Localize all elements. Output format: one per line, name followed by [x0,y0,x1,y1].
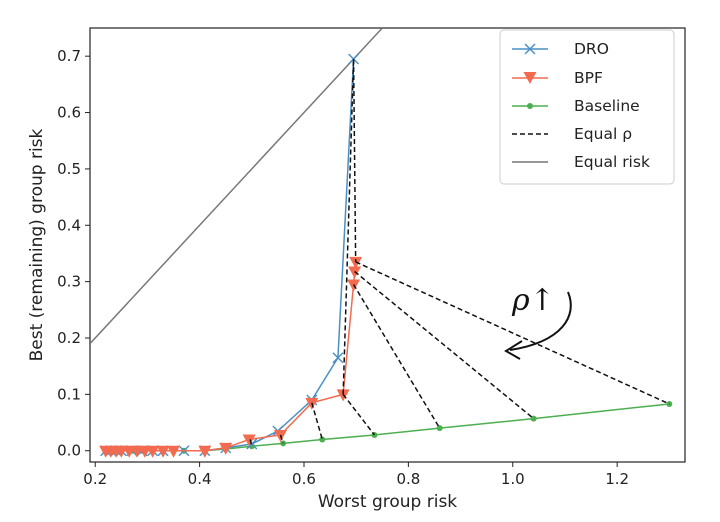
dro-point [332,352,344,364]
dot-marker-icon [527,103,533,109]
equal-rho-segment [352,284,441,429]
bpf-point [198,445,212,458]
equal-rho-segment [352,58,357,262]
x-tick-label: 0.4 [188,470,212,488]
baseline-point [530,415,537,422]
x-axis-label: Worst group risk [318,492,457,512]
y-tick-label: 0.2 [57,329,81,347]
legend-label-baseline: Baseline [574,97,640,115]
rho-increase-label: ρ↑ [511,283,555,318]
baseline-line [105,403,670,452]
equal-rho-segment [355,261,670,405]
baseline-point [319,436,326,443]
legend-label-dro: DRO [574,40,609,58]
series-layer [90,28,673,458]
bpf-point [146,445,160,458]
y-tick-label: 0.7 [57,47,81,65]
rho-annotation: ρ↑ [504,283,572,360]
x-axis: 0.2 0.4 0.6 0.8 1.0 1.2 [83,462,629,488]
bpf-point [348,266,362,279]
arrowhead-icon [504,340,523,360]
y-tick-label: 0.0 [57,442,81,460]
dro-line [105,58,355,452]
legend-entry-equal-rho: Equal ρ [512,125,632,143]
legend-label-equal-rho: Equal ρ [574,125,632,143]
bpf-point [349,256,363,269]
bpf-point [219,442,233,455]
y-tick-label: 0.3 [57,273,81,291]
y-tick-label: 0.6 [57,104,81,122]
bpf-point [167,445,181,458]
equal-rho-segment [311,402,323,440]
equal-rho-segment [279,434,284,444]
y-tick-label: 0.4 [57,216,81,234]
plot-area [89,27,686,463]
triangle-down-marker-icon [523,72,537,84]
y-tick-label: 0.1 [57,385,81,403]
y-axis: 0.0 0.1 0.2 0.3 0.4 0.5 0.6 0.7 [57,47,90,460]
legend-label-equal-risk: Equal risk [574,153,650,171]
legend-label-bpf: BPF [574,69,603,87]
curved-arrow-icon [509,291,572,351]
equal-rho-segment [342,393,376,436]
equal-rho-segment [249,439,253,447]
legend-entry-equal-risk: Equal risk [512,153,650,171]
x-tick-label: 0.6 [292,470,316,488]
baseline-point [436,425,443,432]
equal-risk-line [90,28,383,345]
x-tick-label: 1.2 [605,470,629,488]
bpf-point [242,434,256,447]
legend-box [499,29,675,185]
x-tick-label: 0.2 [83,470,107,488]
legend-entry-dro: DRO [512,40,609,58]
legend: DRO BPF Baseline Equal ρ Equal risk [499,29,675,185]
y-axis-label: Best (remaining) group risk [27,128,47,361]
y-tick-label: 0.5 [57,160,81,178]
legend-entry-bpf: BPF [512,69,603,87]
legend-entry-baseline: Baseline [512,97,640,115]
x-marker-icon [524,43,536,55]
equal-rho-segment [354,270,535,420]
x-tick-label: 1.0 [501,470,525,488]
bpf-point [156,445,170,458]
x-tick-label: 0.8 [396,470,420,488]
